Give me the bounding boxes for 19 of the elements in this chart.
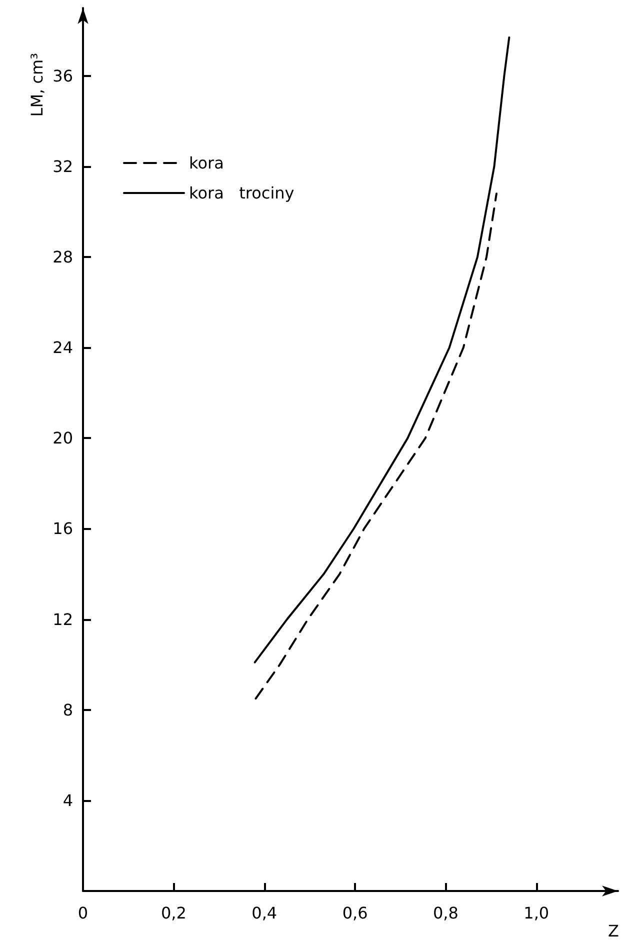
x-tick-label: 0,2 — [160, 904, 186, 922]
x-tick-label: 0,4 — [252, 904, 278, 922]
x-tick-label: 0,8 — [432, 904, 458, 922]
x-tick-label: 0,6 — [342, 904, 368, 922]
y-tick-label: 32 — [52, 156, 73, 176]
x-tick-label: 1,0 — [524, 904, 550, 922]
y-tick-label: 20 — [52, 428, 73, 448]
y-tick-label: 4 — [62, 790, 73, 810]
legend-label: kora — [189, 154, 224, 172]
y-axis-title: LM, cm³ — [28, 53, 46, 117]
y-tick-label: 8 — [62, 700, 73, 720]
y-tick-label: 12 — [52, 610, 73, 629]
y-tick-label: 24 — [52, 338, 73, 358]
y-tick-label: 28 — [52, 248, 73, 267]
x-axis-title: Z — [608, 922, 619, 940]
y-tick-label: 16 — [52, 519, 73, 538]
x-tick-label: 0 — [78, 904, 88, 922]
y-tick-label: 36 — [52, 66, 73, 86]
legend-label: kora trociny — [189, 184, 294, 202]
